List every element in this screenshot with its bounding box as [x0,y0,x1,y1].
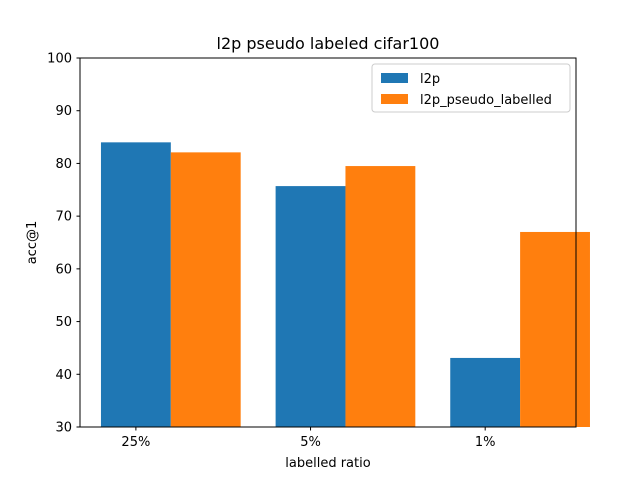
y-tick-label: 40 [55,368,72,383]
legend-label: l2p_pseudo_labelled [420,93,552,108]
legend-frame [371,63,571,113]
legend-swatch [381,94,408,104]
y-tick-label: 90 [55,104,72,119]
y-tick-label: 60 [55,262,72,277]
y-axis: 30 40 50 60 70 80 90 100 [47,52,80,436]
bar-l2p-0 [100,142,171,427]
chart-title: l2p pseudo labeled cifar100 [217,34,440,53]
x-tick-label: 1% [475,435,496,450]
bar-l2p-2 [450,357,521,427]
x-axis: 25% 5% 1% [121,427,495,450]
x-axis-label: labelled ratio [285,456,370,471]
plot-frame [79,57,577,428]
x-tick-label: 25% [121,435,150,450]
y-axis-label: acc@1 [25,221,40,265]
y-tick-label: 50 [55,315,72,330]
legend: l2p l2p_pseudo_labelled [371,63,571,113]
x-tick-label: 5% [300,435,321,450]
y-tick-label: 100 [47,52,72,67]
y-tick-label: 30 [55,421,72,436]
bar-l2p-pseudo-labelled-1 [345,166,416,427]
bar-l2p-pseudo-labelled-0 [170,152,241,428]
y-tick-label: 80 [55,157,72,172]
bar-l2p-1 [275,186,346,427]
bar-l2p-pseudo-labelled-2 [520,231,590,427]
bars-group [100,142,590,428]
legend-swatch [381,73,408,83]
legend-label: l2p [420,72,440,87]
y-tick-label: 70 [55,210,72,225]
